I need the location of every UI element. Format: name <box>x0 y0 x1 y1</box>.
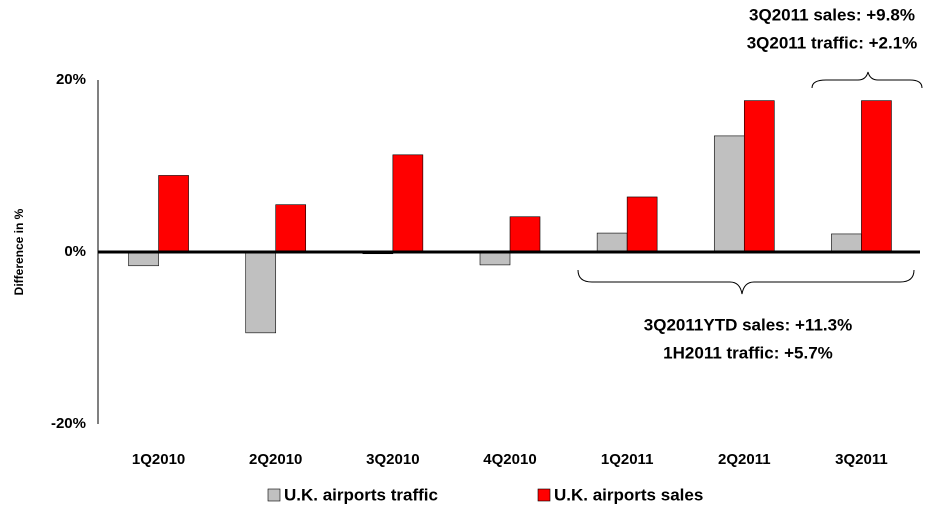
bar <box>158 175 189 253</box>
bar <box>245 251 277 334</box>
bar <box>626 196 658 253</box>
y-tick-label: -20% <box>51 415 86 432</box>
legend-swatch <box>267 488 281 502</box>
legend-label: U.K. airports sales <box>554 485 703 504</box>
legend-swatch <box>537 488 551 502</box>
x-tick-label: 2Q2011 <box>718 451 771 468</box>
x-tick-label: 1Q2011 <box>601 451 654 468</box>
bar <box>509 216 541 253</box>
brace <box>577 269 915 295</box>
legend-label: U.K. airports traffic <box>284 485 438 504</box>
x-tick-label: 3Q2011 <box>835 451 888 468</box>
x-tick-label: 1Q2010 <box>132 451 185 468</box>
bar <box>275 204 307 253</box>
bar <box>713 135 745 253</box>
y-tick-label: 20% <box>56 71 86 88</box>
brace <box>811 71 923 89</box>
bar <box>479 251 511 266</box>
bar <box>392 154 424 253</box>
bar <box>743 100 775 253</box>
x-tick-label: 4Q2010 <box>483 451 536 468</box>
bar <box>861 100 892 253</box>
x-tick-label: 2Q2010 <box>249 451 302 468</box>
x-tick-label: 3Q2010 <box>366 451 419 468</box>
annotation: 3Q2011 traffic: +2.1% <box>747 33 918 52</box>
y-tick-label: 0% <box>64 243 86 260</box>
annotation: 1H2011 traffic: +5.7% <box>663 343 833 362</box>
annotation: 3Q2011 sales: +9.8% <box>749 5 915 24</box>
annotation: 3Q2011YTD sales: +11.3% <box>644 315 852 334</box>
y-axis-label: Difference in % <box>12 208 26 295</box>
bar <box>596 232 628 253</box>
bar <box>831 233 862 253</box>
bar <box>128 251 159 267</box>
